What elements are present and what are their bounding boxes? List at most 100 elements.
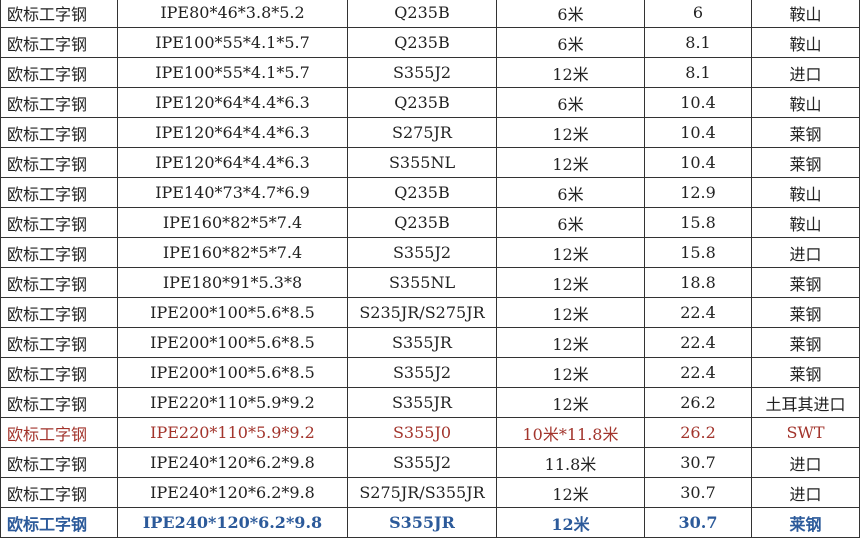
table-cell: IPE180*91*5.3*8 [117,267,348,298]
table-cell: IPE80*46*3.8*5.2 [117,0,348,28]
table-cell: 12米 [496,297,645,328]
table-row: 欧标工字钢 IPE120*64*4.4*6.3 S275JR 12米 10.4 莱钢 [0,117,860,148]
table-cell: S355J2 [347,357,497,388]
table-row: 欧标工字钢 IPE200*100*5.6*8.5 S235JR/S275JR 12米 2… [0,297,860,328]
table-cell: SWT [751,417,860,448]
table-cell: 8.1 [644,57,752,88]
table-row: 欧标工字钢 IPE120*64*4.4*6.3 S355NL 12米 10.4 莱钢 [0,147,860,178]
table-cell: 15.8 [644,237,752,268]
table-cell: 6 [644,0,752,28]
table-cell: S355J2 [347,447,497,478]
table-cell: 欧标工字钢 [0,207,118,238]
table-cell: 10.4 [644,117,752,148]
table-cell: 莱钢 [751,117,860,148]
table-cell: 26.2 [644,417,752,448]
table-cell: S355NL [347,267,497,298]
table-cell: 莱钢 [751,267,860,298]
table-cell: IPE240*120*6.2*9.8 [117,477,348,508]
table-cell: 10米*11.8米 [496,417,645,448]
table-cell: 12米 [496,57,645,88]
table-row: 欧标工字钢 IPE140*73*4.7*6.9 Q235B 6米 12.9 鞍山 [0,177,860,208]
table-cell: 进口 [751,447,860,478]
table-cell: Q235B [347,177,497,208]
table-cell: 欧标工字钢 [0,297,118,328]
table-row: 欧标工字钢 IPE200*100*5.6*8.5 S355J2 12米 22.4 莱钢 [0,357,860,388]
table-cell: 欧标工字钢 [0,237,118,268]
table-cell: IPE100*55*4.1*5.7 [117,57,348,88]
table-row: 欧标工字钢 IPE180*91*5.3*8 S355NL 12米 18.8 莱钢 [0,267,860,298]
table-cell: 22.4 [644,327,752,358]
table-cell: IPE200*100*5.6*8.5 [117,297,348,328]
table-cell: 18.8 [644,267,752,298]
table-cell: 6米 [496,27,645,58]
table-cell: Q235B [347,27,497,58]
table-cell: 欧标工字钢 [0,417,118,448]
table-cell: 鞍山 [751,177,860,208]
table-cell: IPE160*82*5*7.4 [117,207,348,238]
table-cell: 欧标工字钢 [0,387,118,418]
table-cell: IPE200*100*5.6*8.5 [117,327,348,358]
table-cell: Q235B [347,0,497,28]
table-cell: 进口 [751,57,860,88]
table-row: 欧标工字钢 IPE220*110*5.9*9.2 S355J0 10米*11.8米 26… [0,417,860,448]
table-cell: 欧标工字钢 [0,117,118,148]
table-cell: 12米 [496,117,645,148]
table-row: 欧标工字钢 IPE240*120*6.2*9.8 S275JR/S355JR 12米 3… [0,477,860,508]
table-cell: 10.4 [644,147,752,178]
table-row: 欧标工字钢 IPE100*55*4.1*5.7 S355J2 12米 8.1 进口 [0,57,860,88]
table-cell: 欧标工字钢 [0,0,118,28]
table-cell: IPE100*55*4.1*5.7 [117,27,348,58]
table-cell: IPE240*120*6.2*9.8 [117,447,348,478]
table-cell: 欧标工字钢 [0,507,118,538]
table-cell: IPE120*64*4.4*6.3 [117,117,348,148]
table-cell: Q235B [347,207,497,238]
table-cell: 12米 [496,327,645,358]
table-row: 欧标工字钢 IPE240*120*6.2*9.8 S355J2 11.8米 30.7 进口 [0,447,860,478]
table-row: 欧标工字钢 IPE200*100*5.6*8.5 S355JR 12米 22.4 莱钢 [0,327,860,358]
table-cell: 30.7 [644,447,752,478]
table-cell: 22.4 [644,297,752,328]
table-cell: 12米 [496,477,645,508]
table-cell: 6米 [496,0,645,28]
table-cell: S275JR [347,117,497,148]
table-cell: 30.7 [644,477,752,508]
table-cell: 欧标工字钢 [0,357,118,388]
table-cell: 欧标工字钢 [0,57,118,88]
table-cell: IPE140*73*4.7*6.9 [117,177,348,208]
table-cell: 欧标工字钢 [0,327,118,358]
table-row: 欧标工字钢 IPE160*82*5*7.4 Q235B 6米 15.8 鞍山 [0,207,860,238]
table-row: 欧标工字钢 IPE120*64*4.4*6.3 Q235B 6米 10.4 鞍山 [0,87,860,118]
table-cell: 莱钢 [751,147,860,178]
table-cell: 12.9 [644,177,752,208]
table-cell: 6米 [496,87,645,118]
table-cell: 莱钢 [751,357,860,388]
table-cell: 鞍山 [751,207,860,238]
table-cell: 进口 [751,237,860,268]
table-cell: 莱钢 [751,507,860,538]
table-cell: 鞍山 [751,0,860,28]
table-cell: 莱钢 [751,327,860,358]
table-row: 欧标工字钢 IPE240*120*6.2*9.8 S355JR 12米 30.7 莱钢 [0,507,860,538]
table-cell: S355JR [347,387,497,418]
table-cell: IPE120*64*4.4*6.3 [117,87,348,118]
table-cell: 欧标工字钢 [0,27,118,58]
table-cell: S355JR [347,507,497,538]
table-cell: IPE220*110*5.9*9.2 [117,387,348,418]
table-cell: S355J2 [347,237,497,268]
table-cell: 30.7 [644,507,752,538]
table-cell: 鞍山 [751,27,860,58]
table-cell: S355J2 [347,57,497,88]
table-cell: 12米 [496,267,645,298]
table-cell: IPE120*64*4.4*6.3 [117,147,348,178]
table-row: 欧标工字钢 IPE160*82*5*7.4 S355J2 12米 15.8 进口 [0,237,860,268]
table-cell: 12米 [496,387,645,418]
table-cell: 欧标工字钢 [0,87,118,118]
table-row: 欧标工字钢 IPE100*55*4.1*5.7 Q235B 6米 8.1 鞍山 [0,27,860,58]
table-cell: S235JR/S275JR [347,297,497,328]
table-cell: 10.4 [644,87,752,118]
table-row: 欧标工字钢 IPE220*110*5.9*9.2 S355JR 12米 26.2 土耳其进… [0,387,860,418]
table-cell: S275JR/S355JR [347,477,497,508]
table-cell: IPE200*100*5.6*8.5 [117,357,348,388]
